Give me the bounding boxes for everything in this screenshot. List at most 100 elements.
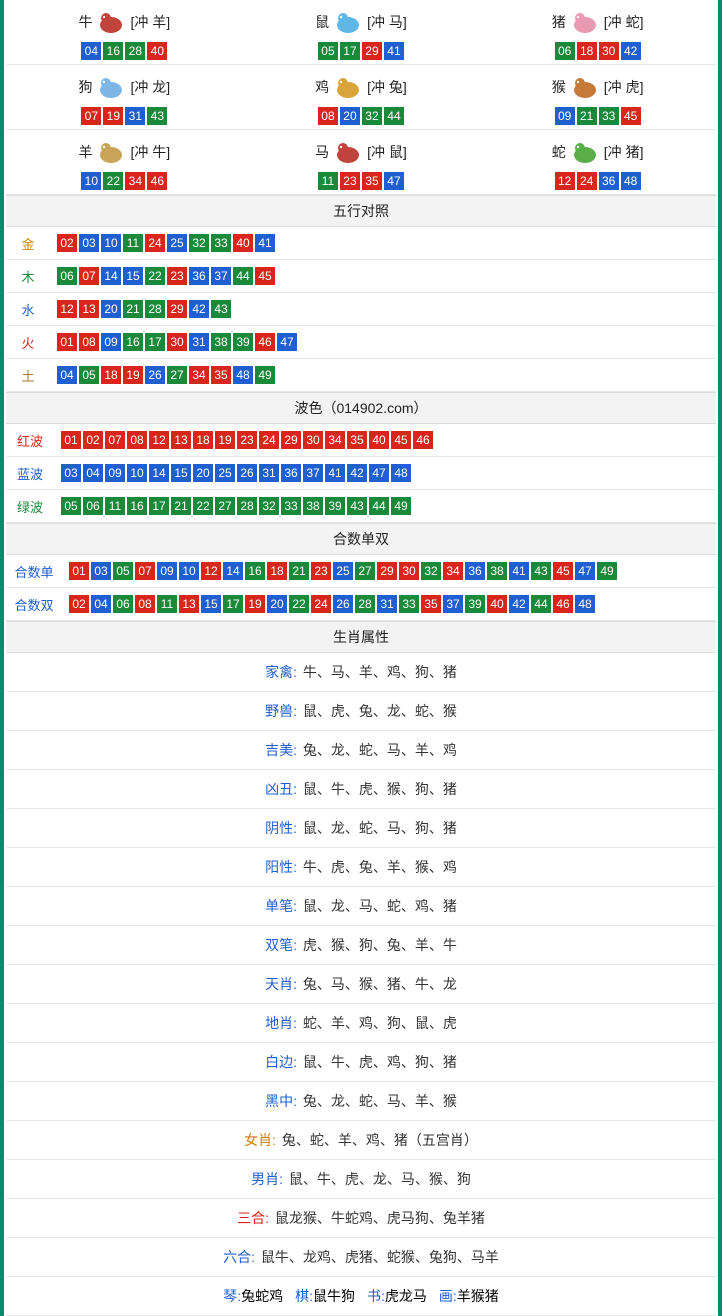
number-ball: 09	[157, 562, 177, 580]
number-ball: 20	[340, 107, 360, 125]
number-ball: 22	[145, 267, 165, 285]
attribute-key: 天肖:	[265, 976, 297, 992]
number-ball: 12	[201, 562, 221, 580]
number-ball: 02	[69, 595, 89, 613]
number-ball: 15	[171, 464, 191, 482]
number-ball: 21	[577, 107, 597, 125]
row-balls: 1213202128294243	[50, 293, 716, 326]
row-balls: 02031011242532334041	[50, 227, 716, 260]
zodiac-chong: [冲 羊]	[130, 12, 170, 32]
number-ball: 48	[575, 595, 595, 613]
page-frame: 牛[冲 羊]04162840鼠[冲 马]05172941猪[冲 蛇]061830…	[0, 0, 722, 1316]
number-ball: 18	[193, 431, 213, 449]
number-ball: 39	[233, 333, 253, 351]
number-ball: 41	[325, 464, 345, 482]
zodiac-name: 鼠	[315, 12, 329, 32]
four-arts-value: 羊猴猪	[457, 1288, 499, 1304]
attribute-row: 黑中: 兔、龙、蛇、马、羊、猴	[6, 1082, 716, 1121]
row-balls: 0103050709101214161821232527293032343638…	[62, 555, 716, 588]
four-arts-group: 棋:鼠牛狗	[295, 1288, 355, 1304]
bose-table: 红波0102070812131819232429303435404546蓝波03…	[6, 424, 716, 523]
number-ball: 49	[391, 497, 411, 515]
row-label: 金	[6, 227, 50, 260]
number-ball: 05	[61, 497, 81, 515]
number-ball: 44	[384, 107, 404, 125]
number-ball: 29	[281, 431, 301, 449]
four-arts-group: 琴:兔蛇鸡	[223, 1288, 283, 1304]
number-ball: 16	[123, 333, 143, 351]
four-arts-key: 画:	[439, 1288, 457, 1304]
row-label: 土	[6, 359, 50, 392]
zodiac-name: 蛇	[552, 142, 566, 162]
attribute-value: 兔、蛇、羊、鸡、猪（五宫肖）	[278, 1132, 478, 1148]
number-ball: 01	[61, 431, 81, 449]
number-ball: 41	[384, 42, 404, 60]
number-ball: 28	[237, 497, 257, 515]
zodiac-chong: [冲 蛇]	[604, 12, 644, 32]
number-ball: 19	[245, 595, 265, 613]
number-ball: 35	[347, 431, 367, 449]
number-ball: 07	[135, 562, 155, 580]
number-ball: 21	[123, 300, 143, 318]
number-ball: 07	[79, 267, 99, 285]
number-ball: 02	[57, 234, 77, 252]
number-ball: 44	[233, 267, 253, 285]
number-ball: 27	[355, 562, 375, 580]
number-ball: 29	[167, 300, 187, 318]
zodiac-cell: 猪[冲 蛇]06183042	[479, 0, 716, 65]
number-ball: 17	[340, 42, 360, 60]
number-ball: 40	[369, 431, 389, 449]
number-ball: 31	[189, 333, 209, 351]
number-ball: 19	[103, 107, 123, 125]
table-row: 合数单0103050709101214161821232527293032343…	[6, 555, 716, 588]
row-balls: 0102070812131819232429303435404546	[54, 424, 716, 457]
zodiac-chong: [冲 鼠]	[367, 142, 407, 162]
attribute-row: 六合: 鼠牛、龙鸡、虎猪、蛇猴、兔狗、马羊	[6, 1238, 716, 1277]
four-arts-row: 琴:兔蛇鸡棋:鼠牛狗书:虎龙马画:羊猴猪	[6, 1277, 716, 1316]
attribute-row: 吉美: 兔、龙、蛇、马、羊、鸡	[6, 731, 716, 770]
number-ball: 11	[318, 172, 338, 190]
number-ball: 46	[553, 595, 573, 613]
row-label: 红波	[6, 424, 54, 457]
number-ball: 23	[340, 172, 360, 190]
number-ball: 20	[193, 464, 213, 482]
four-arts-key: 琴:	[223, 1288, 241, 1304]
attribute-value: 蛇、羊、鸡、狗、鼠、虎	[299, 1015, 457, 1031]
zodiac-icon	[331, 8, 365, 36]
row-balls: 0108091617303138394647	[50, 326, 716, 359]
number-ball: 24	[311, 595, 331, 613]
number-ball: 05	[318, 42, 338, 60]
number-ball: 34	[325, 431, 345, 449]
number-ball: 47	[575, 562, 595, 580]
number-ball: 33	[211, 234, 231, 252]
number-ball: 28	[145, 300, 165, 318]
number-ball: 48	[391, 464, 411, 482]
section-header-shengxiao: 生肖属性	[6, 621, 716, 653]
number-ball: 37	[303, 464, 323, 482]
attribute-row: 单笔: 鼠、龙、马、蛇、鸡、猪	[6, 887, 716, 926]
number-ball: 31	[259, 464, 279, 482]
number-ball: 12	[57, 300, 77, 318]
number-ball: 11	[123, 234, 143, 252]
row-label: 木	[6, 260, 50, 293]
number-ball: 11	[157, 595, 177, 613]
attribute-key: 野兽:	[265, 703, 297, 719]
attribute-value: 鼠、龙、马、蛇、鸡、猪	[299, 898, 457, 914]
zodiac-icon	[94, 138, 128, 166]
number-ball: 32	[259, 497, 279, 515]
zodiac-balls: 08203244	[243, 107, 480, 125]
number-ball: 31	[125, 107, 145, 125]
number-ball: 08	[135, 595, 155, 613]
number-ball: 18	[267, 562, 287, 580]
number-ball: 08	[127, 431, 147, 449]
zodiac-icon	[331, 138, 365, 166]
four-arts-key: 书:	[367, 1288, 385, 1304]
number-ball: 12	[149, 431, 169, 449]
number-ball: 15	[123, 267, 143, 285]
number-ball: 22	[103, 172, 123, 190]
row-balls: 06071415222336374445	[50, 260, 716, 293]
number-ball: 04	[81, 42, 101, 60]
number-ball: 44	[369, 497, 389, 515]
wuxing-table: 金02031011242532334041木060714152223363744…	[6, 227, 716, 392]
number-ball: 34	[189, 366, 209, 384]
